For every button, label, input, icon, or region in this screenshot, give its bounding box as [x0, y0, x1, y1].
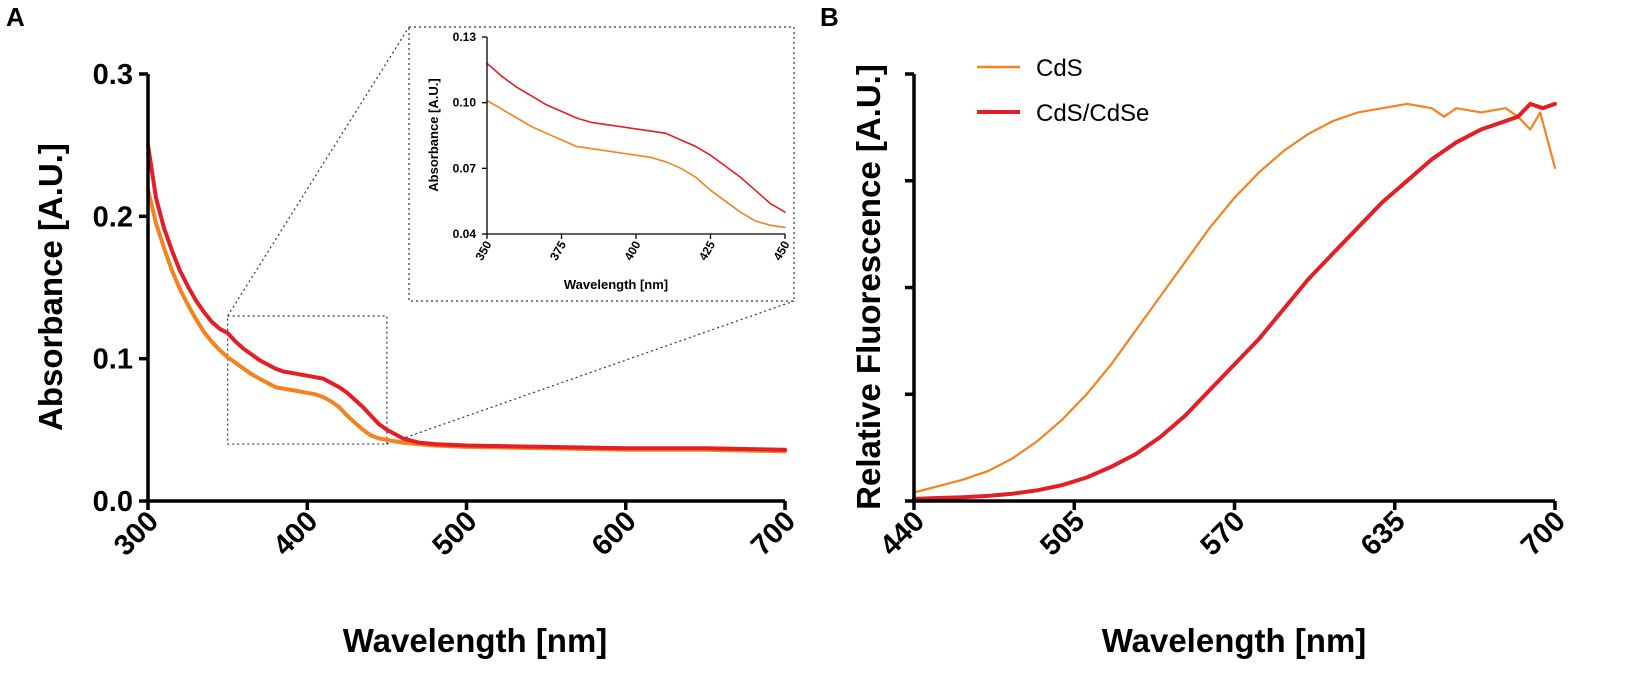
fluorescence-x-tick-label: 700 [1515, 505, 1572, 562]
zoom-box [227, 315, 388, 445]
zoom-indicator [227, 26, 795, 445]
inset-y-tick-label: 0.13 [453, 30, 477, 44]
inset-series-cdscdse-line [486, 62, 786, 213]
zoom-connector-left [227, 26, 410, 317]
fluorescence-x-tick-label: 635 [1355, 505, 1412, 562]
inset-y-tick-label: 0.07 [453, 161, 477, 175]
absorbance-y-tick-label: 0.3 [93, 59, 133, 91]
absorbance-series-cds-line [146, 187, 787, 454]
absorbance-x-tick-label: 400 [267, 505, 324, 562]
absorbance-series-cdscdse-line [146, 143, 787, 452]
absorbance-series [146, 143, 787, 454]
absorbance-x-tick-label: 600 [586, 505, 643, 562]
panel-a-letter: A [6, 2, 25, 32]
zoom-connector-right [386, 300, 795, 445]
legend-label-cdscdse: CdS/CdSe [1036, 100, 1149, 127]
absorbance-x-label: Wavelength [nm] [343, 622, 608, 659]
fluorescence-y-label: Relative Fluorescence [A.U.] [850, 64, 887, 510]
legend-label-cds: CdS [1036, 55, 1083, 82]
fluorescence-series [912, 101, 1557, 501]
inset-frame [408, 26, 795, 302]
fluorescence-chart: 440 505 570 635 700 CdS CdS/CdSe Wavelength … [850, 55, 1572, 659]
fluorescence-legend: CdS CdS/CdSe [977, 55, 1149, 127]
fluorescence-x-label: Wavelength [nm] [1102, 622, 1367, 659]
inset-series-cds-line [486, 99, 786, 229]
inset-series [486, 62, 786, 229]
fluorescence-x-tick-label: 505 [1034, 505, 1091, 562]
absorbance-y-tick-label: 0.0 [93, 486, 133, 518]
fluorescence-series-cds-line [912, 102, 1557, 494]
fluorescence-x-tick-label: 440 [874, 505, 931, 562]
absorbance-x-tick-label: 700 [745, 505, 802, 562]
absorbance-y-tick-label: 0.1 [93, 344, 133, 376]
fluorescence-axes: 440 505 570 635 700 [874, 72, 1572, 562]
inset-y-tick-label: 0.04 [453, 227, 477, 241]
absorbance-y-label: Absorbance [A.U.] [32, 143, 69, 431]
inset-x-label: Wavelength [nm] [564, 277, 668, 292]
panel-b-letter: B [820, 2, 839, 32]
absorbance-y-tick-label: 0.2 [93, 201, 133, 233]
fluorescence-series-cdscdse-line [912, 101, 1557, 501]
absorbance-x-tick-label: 500 [427, 505, 484, 562]
inset-y-label: Absorbance [A.U.] [426, 78, 441, 191]
inset-y-tick-label: 0.10 [453, 96, 477, 110]
fluorescence-x-tick-label: 570 [1195, 505, 1252, 562]
